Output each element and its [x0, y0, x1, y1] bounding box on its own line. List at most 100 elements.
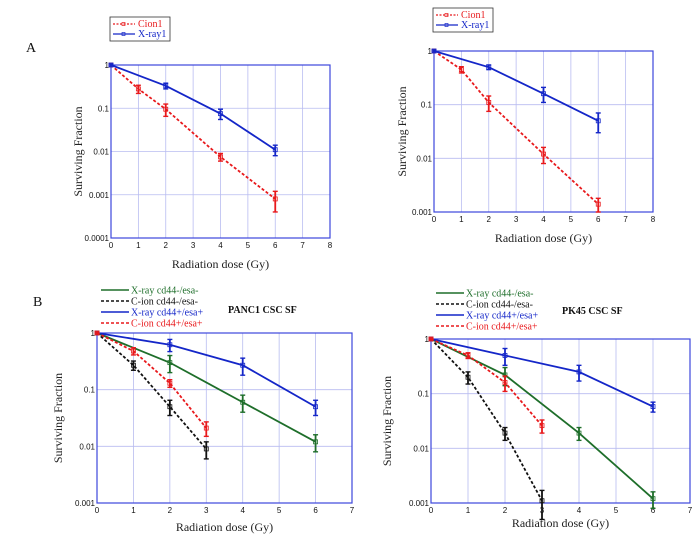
y-tick-label: 0.001 — [409, 499, 430, 508]
chart-title: PANC1 CSC SF — [228, 305, 297, 316]
chart-panel-b-left: 0 1 2 3 4 5 6 7 0.001 0.01 0.1 1 Radiation dose (Gy)… — [51, 286, 355, 535]
x-tick-label: 5 — [569, 215, 574, 224]
series-line — [430, 338, 543, 502]
y-tick-label: 0.01 — [413, 444, 429, 453]
x-tick-label: 5 — [614, 506, 619, 515]
y-tick-label: 0.01 — [416, 154, 432, 163]
series-line — [110, 64, 276, 151]
data-point — [502, 430, 508, 436]
chart-panel-a-right: 0 1 2 3 4 5 6 7 8 0.001 0.01 0.1 1 Radiation dose (Gy… — [395, 7, 656, 245]
x-tick-label: 4 — [240, 506, 245, 515]
x-tick-label: 6 — [273, 241, 278, 250]
data-point — [313, 439, 318, 445]
legend-label: X-ray1 — [461, 20, 489, 31]
x-tick-label: 6 — [596, 215, 601, 224]
data-point — [313, 404, 318, 410]
legend-label: X-ray cd44+/esa+ — [131, 308, 203, 319]
x-tick-label: 4 — [541, 215, 546, 224]
x-tick-label: 8 — [328, 241, 333, 250]
y-axis-label: Surviving Fraction — [380, 376, 394, 466]
y-tick-label: 0.1 — [84, 386, 96, 395]
data-point — [218, 111, 223, 117]
x-tick-label: 7 — [688, 506, 693, 515]
series-line — [96, 332, 207, 429]
legend: X-ray cd44-/esa-C-ion cd44-/esa-X-ray cd… — [101, 286, 203, 330]
series-line — [430, 338, 543, 427]
y-tick-label: 0.01 — [79, 442, 95, 451]
series-1 — [108, 62, 278, 157]
data-point — [163, 106, 169, 112]
data-point — [541, 151, 546, 157]
data-point — [465, 374, 471, 380]
legend-label: X-ray cd44-/esa- — [466, 289, 533, 300]
x-tick-label: 0 — [429, 506, 434, 515]
data-point — [203, 425, 209, 431]
y-axis-label: Surviving Fraction — [395, 86, 409, 176]
x-tick-label: 5 — [277, 506, 282, 515]
plot-frame — [110, 64, 331, 239]
y-tick-label: 1 — [428, 47, 433, 56]
y-tick-label: 0.1 — [418, 390, 430, 399]
plot-frame — [430, 338, 691, 504]
x-tick-label: 5 — [246, 241, 251, 250]
legend-label: Cion1 — [138, 19, 162, 30]
x-tick-label: 3 — [191, 241, 196, 250]
x-tick-label: 0 — [432, 215, 437, 224]
data-point — [108, 62, 114, 68]
data-point — [163, 83, 169, 89]
y-tick-label: 0.1 — [98, 104, 110, 113]
plot-frame — [96, 332, 353, 504]
y-tick-label: 0.01 — [93, 148, 109, 157]
series-line — [433, 50, 599, 122]
data-point — [576, 369, 582, 375]
x-tick-label: 7 — [350, 506, 355, 515]
data-point — [131, 362, 136, 368]
data-point — [486, 100, 492, 105]
y-tick-label: 0.0001 — [85, 234, 110, 243]
x-tick-label: 4 — [577, 506, 582, 515]
x-tick-label: 0 — [109, 241, 114, 250]
legend-label: X-ray cd44-/esa- — [131, 286, 198, 297]
y-axis-label: Surviving Fraction — [51, 373, 65, 463]
data-point — [167, 342, 173, 348]
data-point — [272, 196, 278, 202]
x-axis-label: Radiation dose (Gy) — [172, 257, 269, 271]
series-1 — [428, 336, 545, 521]
legend-marker — [444, 13, 449, 17]
y-tick-label: 1 — [105, 61, 110, 70]
data-point — [240, 399, 246, 405]
data-point — [131, 348, 136, 354]
panel-label-b: B — [33, 295, 42, 310]
y-tick-label: 1 — [91, 329, 96, 338]
x-tick-label: 6 — [313, 506, 318, 515]
series-line — [96, 332, 207, 450]
x-tick-label: 0 — [95, 506, 100, 515]
legend-label: C-ion cd44-/esa- — [466, 300, 533, 311]
legend-marker — [444, 23, 449, 27]
legend-marker — [121, 22, 126, 26]
y-tick-label: 0.001 — [412, 208, 433, 217]
legend-label: C-ion cd44+/esa+ — [466, 322, 538, 333]
plot-frame — [433, 50, 654, 213]
y-tick-label: 1 — [425, 335, 430, 344]
chart-title: PK45 CSC SF — [562, 306, 623, 317]
data-point — [218, 154, 223, 160]
legend-label: X-ray cd44+/esa+ — [466, 311, 538, 322]
x-tick-label: 6 — [651, 506, 656, 515]
x-tick-label: 2 — [503, 506, 508, 515]
series-3 — [428, 336, 545, 434]
series-line — [430, 338, 654, 408]
data-point — [650, 496, 656, 502]
x-tick-label: 7 — [300, 241, 305, 250]
x-tick-label: 1 — [131, 506, 136, 515]
legend-box — [109, 16, 171, 42]
data-point — [135, 86, 141, 92]
y-tick-label: 0.1 — [421, 101, 433, 110]
data-point — [428, 336, 434, 342]
data-point — [240, 362, 246, 368]
x-tick-label: 1 — [466, 506, 471, 515]
